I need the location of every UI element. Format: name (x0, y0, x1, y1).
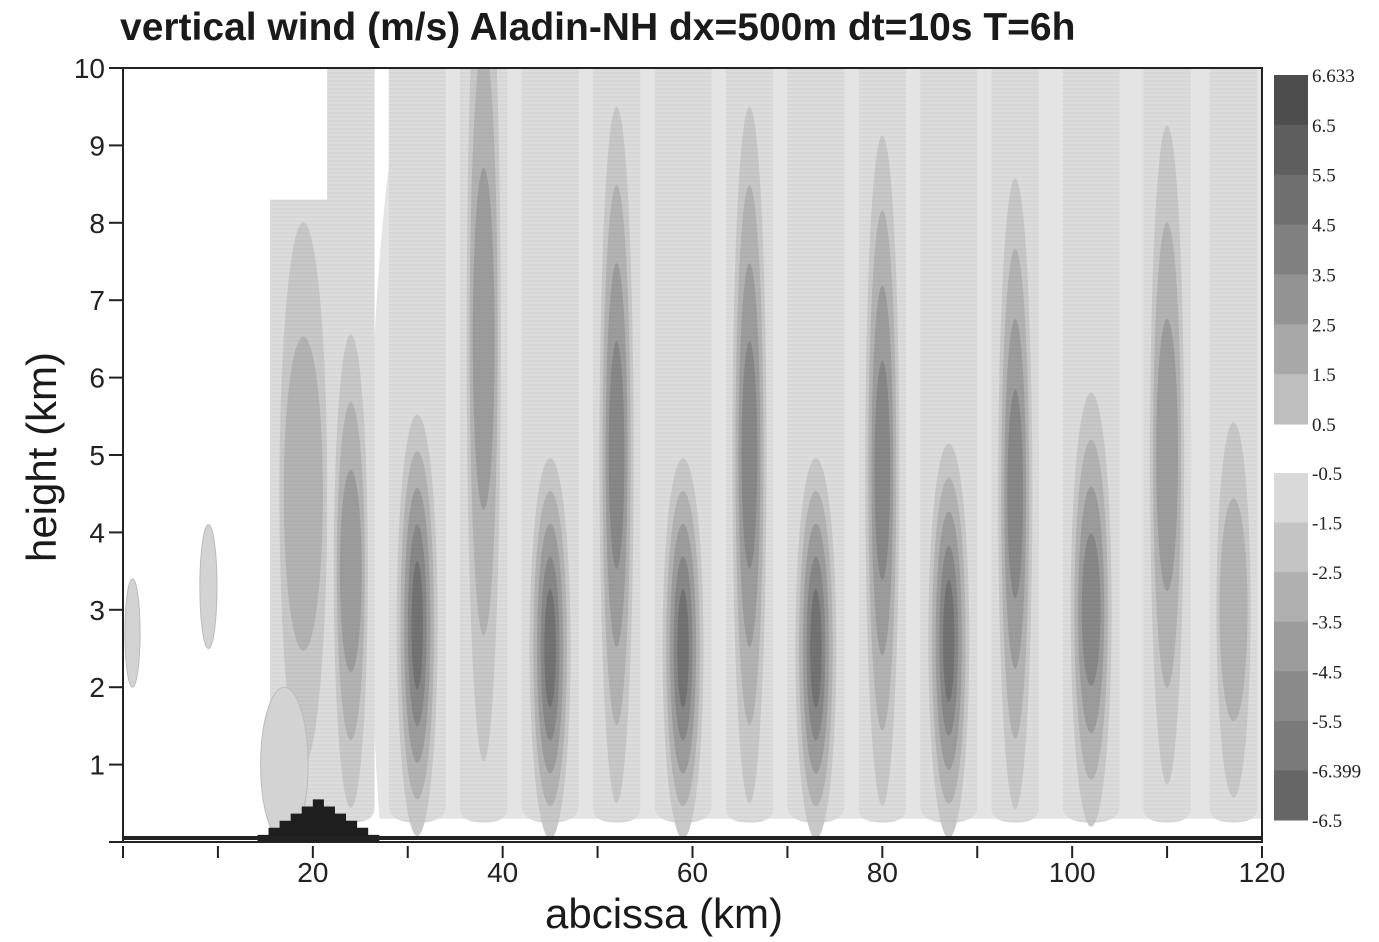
x-tick-label: 80 (867, 857, 898, 888)
colorbar-negative-swatch (1274, 671, 1308, 722)
colorbar-negative-label: -5.5 (1312, 712, 1342, 733)
y-tick-label: 3 (89, 595, 105, 626)
y-tick-label: 2 (89, 672, 105, 703)
colorbar-positive-swatch (1274, 174, 1308, 226)
wave-band (858, 68, 907, 823)
x-tick-label: 20 (297, 857, 328, 888)
colorbar-negative-label: -2.5 (1312, 563, 1342, 584)
wave-band (592, 68, 641, 823)
wave-band (654, 68, 712, 839)
wave-band-texture (459, 68, 508, 823)
wave-band-texture (592, 68, 641, 823)
wave-band (1209, 68, 1258, 823)
wave-band-texture (270, 199, 337, 823)
colorbar-positive-swatch (1274, 274, 1308, 325)
mountain-terrain (246, 799, 391, 842)
wave-band-texture (787, 68, 845, 823)
wave-band (991, 68, 1039, 823)
wave-band-texture (991, 68, 1039, 823)
colorbar-positive-label: 4.5 (1312, 216, 1336, 237)
y-tick-label: 9 (89, 130, 105, 161)
x-tick-label: 40 (487, 857, 518, 888)
colorbar: 6.633 6.5 5.5 4.5 3.5 2.5 1.5 0.5 -0.5 -1.5 -2.5 -3… (1274, 66, 1361, 832)
colorbar-negative-swatch (1274, 720, 1308, 771)
wave-band-texture (1209, 68, 1258, 823)
wave-band-texture (1062, 68, 1120, 823)
colorbar-positive-label: 5.5 (1312, 166, 1336, 187)
wave-band-texture (327, 68, 375, 823)
y-tick-label: 8 (89, 208, 105, 239)
colorbar-negative-swatch (1274, 621, 1308, 672)
wave-band (270, 199, 337, 823)
colorbar-positive-label: 6.633 (1312, 66, 1355, 87)
wave-band-texture (858, 68, 907, 823)
y-tick-label: 7 (89, 285, 105, 316)
plot-area (123, 68, 1262, 842)
colorbar-negative-label: -6.5 (1312, 811, 1342, 832)
y-tick-label: 5 (89, 440, 105, 471)
colorbar-positive-label: 1.5 (1312, 365, 1336, 386)
colorbar-positive-swatch (1274, 374, 1308, 425)
colorbar-positive-swatch (1274, 224, 1308, 275)
wave-band (388, 68, 446, 837)
axes: 1 2 3 4 5 6 7 8 9 10 20 40 60 80 100 120 (74, 53, 1286, 888)
colorbar-negative-label: -6.399 (1312, 761, 1361, 782)
wave-band-texture (388, 68, 446, 823)
x-tick-label: 60 (677, 857, 708, 888)
colorbar-positive-swatch (1274, 75, 1308, 126)
colorbar-positive-label: 0.5 (1312, 415, 1336, 436)
small-contour-feature (199, 524, 218, 650)
wave-band (725, 68, 774, 823)
wave-band-texture (725, 68, 774, 823)
colorbar-negative-label: -4.5 (1312, 662, 1342, 683)
wave-band (787, 68, 845, 839)
colorbar-negative-swatch (1274, 473, 1308, 524)
wave-band (327, 68, 375, 823)
contour-fills (124, 68, 1262, 842)
wave-band (1062, 68, 1120, 827)
wave-band-texture (654, 68, 712, 823)
y-tick-label: 1 (89, 750, 105, 781)
wave-band (1143, 68, 1191, 823)
small-contour-feature (124, 578, 141, 688)
wave-band-texture (1143, 68, 1191, 823)
chart-title: vertical wind (m/s) Aladin-NH dx=500m dt… (120, 6, 1076, 49)
colorbar-negative-swatch (1274, 770, 1308, 821)
colorbar-positive-swatch (1274, 124, 1308, 176)
x-tick-label: 100 (1049, 857, 1096, 888)
colorbar-negative-swatch (1274, 572, 1308, 623)
colorbar-positive-label: 6.5 (1312, 116, 1336, 137)
colorbar-negative-label: -3.5 (1312, 613, 1342, 634)
wave-band (920, 68, 978, 838)
wave-band-texture (521, 68, 579, 823)
wave-band (521, 68, 579, 839)
wave-band-texture (920, 68, 978, 823)
y-tick-label: 4 (89, 517, 105, 548)
colorbar-negative-label: -1.5 (1312, 514, 1342, 535)
colorbar-positive-label: 3.5 (1312, 265, 1336, 286)
colorbar-positive-swatch (1274, 324, 1308, 375)
colorbar-negative-label: -0.5 (1312, 464, 1342, 485)
wave-band (459, 68, 508, 823)
colorbar-positive-label: 2.5 (1312, 315, 1336, 336)
colorbar-negative-swatch (1274, 522, 1308, 573)
x-tick-label: 120 (1239, 857, 1286, 888)
y-tick-label: 10 (74, 53, 105, 84)
x-axis-label: abcissa (km) (545, 890, 784, 937)
y-tick-label: 6 (89, 363, 105, 394)
